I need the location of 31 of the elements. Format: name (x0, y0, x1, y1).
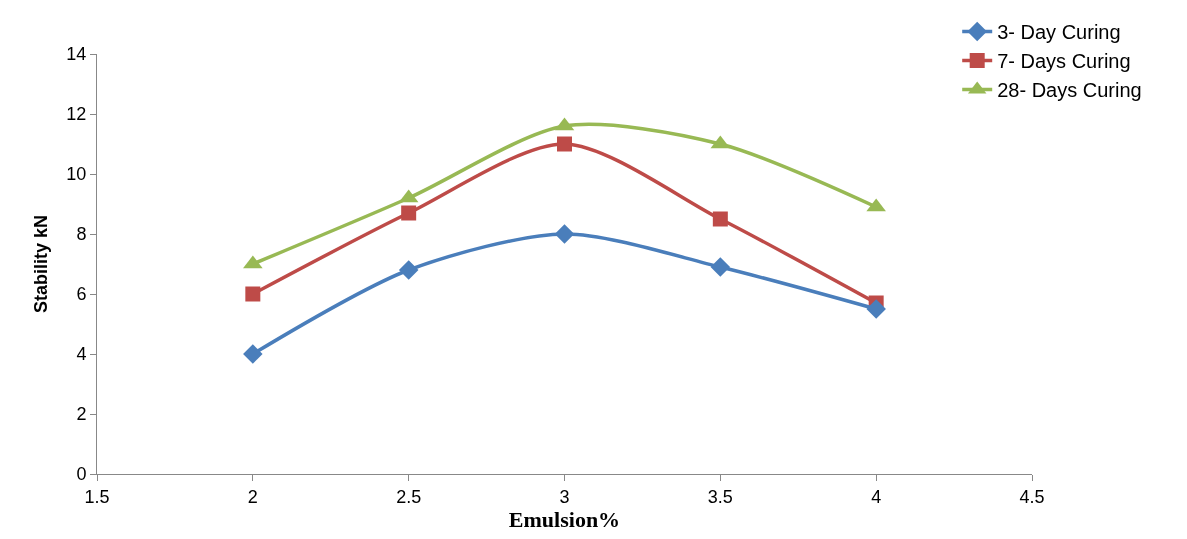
point (554, 224, 575, 244)
point (557, 136, 572, 152)
y-tick-label: 4 (76, 344, 87, 365)
x-tick-label: 3.5 (707, 486, 733, 507)
legend-label: 7- Days Curing (997, 50, 1131, 73)
x-tick-label: 3 (559, 486, 570, 507)
y-tick-label: 8 (76, 224, 87, 245)
x-tick-label: 4 (871, 486, 882, 507)
point (710, 257, 731, 277)
point (866, 299, 886, 319)
point (712, 211, 728, 227)
y-tick-label: 6 (76, 284, 87, 305)
point (401, 205, 417, 221)
y-axis-title: Stability kN (30, 214, 51, 314)
y-tick-label: 12 (66, 104, 87, 125)
point (243, 344, 263, 364)
point (245, 286, 261, 302)
point (866, 198, 886, 212)
x-tick-label: 2.5 (396, 486, 422, 507)
y-tick-label: 0 (76, 464, 87, 485)
y-tick-label: 2 (76, 404, 87, 425)
legend-label: 3- Day Curing (997, 21, 1121, 44)
point (243, 255, 263, 269)
point (398, 260, 419, 280)
x-axis-title: Emulsion% (508, 506, 621, 532)
y-tick-label: 14 (66, 44, 87, 65)
x-tick-label: 4.5 (1019, 486, 1045, 507)
x-tick-label: 1.5 (84, 486, 110, 507)
legend-label: 28- Days Curing (997, 79, 1142, 102)
y-tick-label: 10 (66, 164, 87, 185)
x-tick-label: 2 (247, 486, 258, 507)
